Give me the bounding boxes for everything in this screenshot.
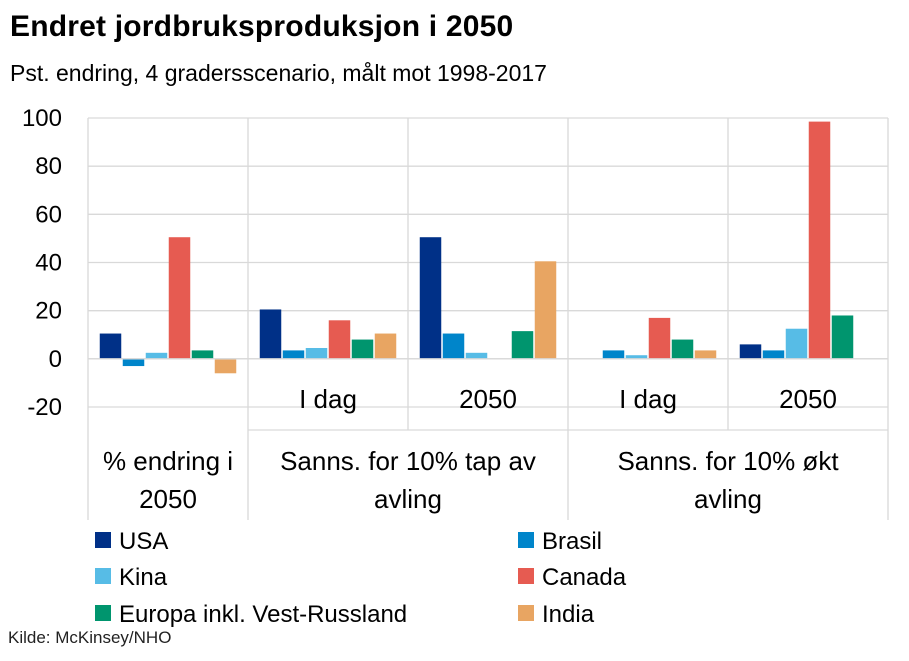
bar-kina bbox=[145, 352, 168, 359]
chart-subtitle: Pst. endring, 4 gradersscenario, målt mo… bbox=[10, 60, 547, 86]
bar-canada bbox=[808, 121, 831, 359]
bar-brasil bbox=[602, 350, 625, 359]
y-tick-label: 80 bbox=[35, 153, 62, 180]
bar-brasil bbox=[282, 350, 305, 359]
legend-swatch bbox=[518, 605, 534, 621]
bar-europa-inkl-vest-russland bbox=[191, 350, 214, 359]
legend-swatch bbox=[518, 532, 534, 548]
bar-usa bbox=[99, 333, 122, 359]
y-tick-label: 0 bbox=[49, 346, 62, 373]
bar-india bbox=[214, 358, 237, 374]
y-tick-label: 60 bbox=[35, 201, 62, 228]
legend-swatch bbox=[95, 568, 111, 584]
bar-kina bbox=[305, 347, 328, 359]
category-label: 2050 bbox=[459, 384, 517, 414]
category-label: 2050 bbox=[779, 384, 837, 414]
bar-india bbox=[694, 350, 717, 359]
bar-kina bbox=[785, 328, 808, 359]
bar-brasil bbox=[122, 358, 145, 367]
bar-usa bbox=[419, 237, 442, 359]
source-note: Kilde: McKinsey/NHO bbox=[8, 628, 172, 647]
bar-usa bbox=[259, 309, 282, 359]
bar-kina bbox=[465, 352, 488, 359]
bar-brasil bbox=[442, 333, 465, 359]
y-tick-label: -20 bbox=[27, 394, 62, 421]
group-label: % endring i 2050 bbox=[103, 446, 233, 514]
group-label: Sanns. for 10% økt avling bbox=[617, 446, 839, 514]
legend-label: Europa inkl. Vest-Russland bbox=[119, 601, 407, 628]
legend-label: Kina bbox=[119, 564, 168, 591]
legend-label: India bbox=[542, 601, 595, 628]
chart-title: Endret jordbruksproduksjon i 2050 bbox=[10, 10, 514, 43]
y-tick-label: 100 bbox=[22, 105, 62, 132]
bar-canada bbox=[648, 317, 671, 359]
legend-swatch bbox=[95, 605, 111, 621]
bar-europa-inkl-vest-russland bbox=[351, 339, 374, 359]
legend-swatch bbox=[95, 532, 111, 548]
legend-label: Canada bbox=[542, 564, 627, 591]
bar-europa-inkl-vest-russland bbox=[831, 315, 854, 359]
bar-europa-inkl-vest-russland bbox=[671, 339, 694, 359]
legend-label: Brasil bbox=[542, 528, 602, 555]
bar-europa-inkl-vest-russland bbox=[511, 331, 534, 359]
bar-canada bbox=[168, 237, 191, 359]
legend-label: USA bbox=[119, 528, 168, 555]
bar-brasil bbox=[762, 350, 785, 359]
bar-usa bbox=[739, 344, 762, 359]
y-tick-label: 40 bbox=[35, 250, 62, 277]
bar-india bbox=[374, 333, 397, 359]
legend-swatch bbox=[518, 568, 534, 584]
bar-india bbox=[534, 261, 557, 359]
group-label: Sanns. for 10% tap av avling bbox=[280, 446, 536, 514]
category-label: I dag bbox=[619, 384, 677, 414]
category-label: I dag bbox=[299, 384, 357, 414]
bar-canada bbox=[328, 320, 351, 359]
bar-kina bbox=[625, 355, 648, 359]
y-tick-label: 20 bbox=[35, 298, 62, 325]
